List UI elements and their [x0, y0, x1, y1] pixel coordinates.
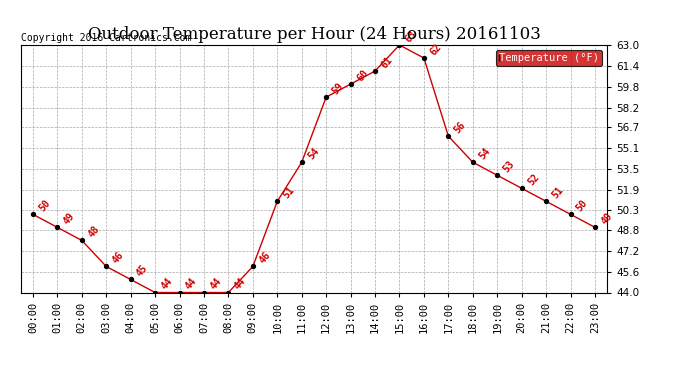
- Text: 45: 45: [135, 263, 150, 279]
- Legend: Temperature (°F): Temperature (°F): [495, 50, 602, 66]
- Text: 60: 60: [355, 68, 370, 83]
- Point: [516, 185, 527, 191]
- Point: [589, 224, 600, 230]
- Title: Outdoor Temperature per Hour (24 Hours) 20161103: Outdoor Temperature per Hour (24 Hours) …: [88, 27, 540, 44]
- Point: [394, 42, 405, 48]
- Point: [540, 198, 551, 204]
- Text: 44: 44: [208, 276, 224, 292]
- Text: 56: 56: [453, 120, 468, 135]
- Point: [370, 68, 381, 74]
- Text: 50: 50: [575, 198, 590, 214]
- Point: [492, 172, 503, 178]
- Point: [443, 133, 454, 139]
- Point: [296, 159, 307, 165]
- Point: [28, 211, 39, 217]
- Text: 46: 46: [110, 250, 126, 266]
- Text: 44: 44: [159, 276, 175, 292]
- Text: 50: 50: [37, 198, 52, 214]
- Point: [150, 290, 161, 296]
- Text: Copyright 2016 Cartronics.com: Copyright 2016 Cartronics.com: [21, 33, 191, 42]
- Text: 59: 59: [331, 81, 346, 96]
- Text: 54: 54: [477, 146, 492, 162]
- Point: [418, 55, 429, 61]
- Text: 46: 46: [257, 250, 273, 266]
- Text: 63: 63: [404, 29, 419, 44]
- Point: [565, 211, 576, 217]
- Point: [272, 198, 283, 204]
- Text: 44: 44: [184, 276, 199, 292]
- Point: [199, 290, 210, 296]
- Text: 52: 52: [526, 172, 541, 188]
- Text: 61: 61: [380, 55, 395, 70]
- Text: 49: 49: [599, 211, 614, 226]
- Point: [101, 264, 112, 270]
- Point: [467, 159, 478, 165]
- Text: 53: 53: [502, 159, 517, 174]
- Point: [77, 237, 88, 243]
- Text: 51: 51: [550, 185, 566, 201]
- Text: 49: 49: [61, 211, 77, 226]
- Text: 51: 51: [282, 185, 297, 201]
- Point: [174, 290, 185, 296]
- Text: 62: 62: [428, 42, 443, 57]
- Text: 54: 54: [306, 146, 321, 162]
- Point: [345, 81, 356, 87]
- Point: [125, 276, 136, 282]
- Point: [247, 264, 258, 270]
- Point: [321, 94, 332, 100]
- Point: [52, 224, 63, 230]
- Point: [223, 290, 234, 296]
- Text: 44: 44: [233, 276, 248, 292]
- Text: 48: 48: [86, 224, 101, 240]
